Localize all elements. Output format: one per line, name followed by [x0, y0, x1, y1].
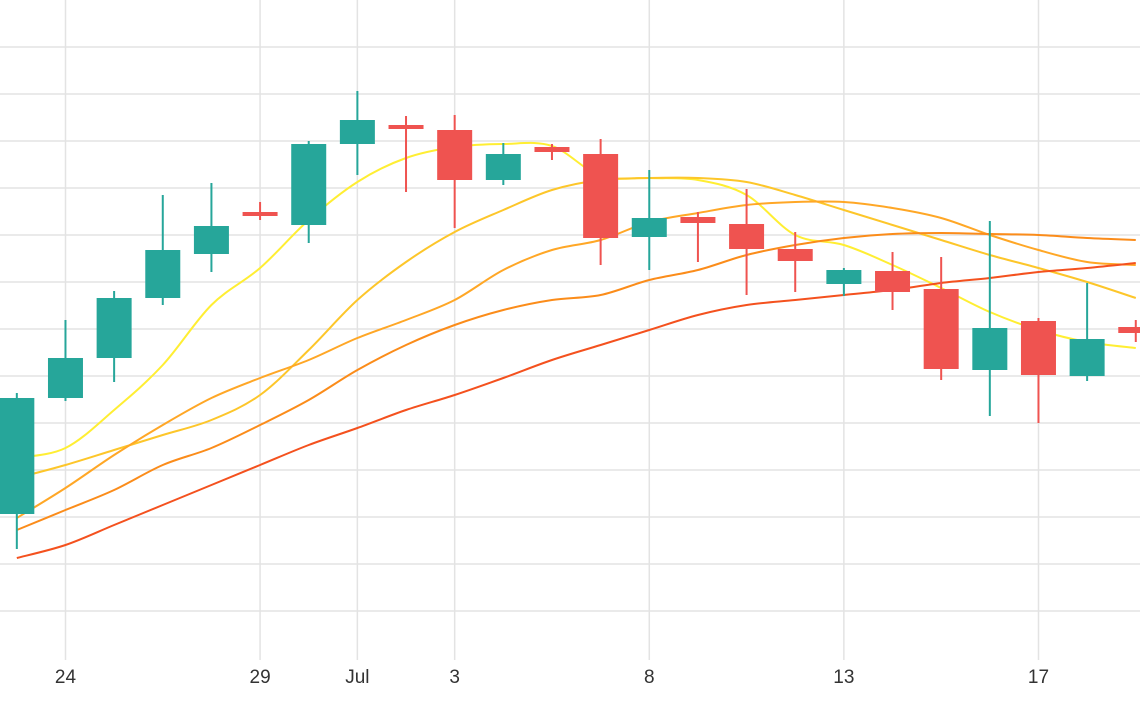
candle-body — [534, 147, 570, 152]
moving-average-line — [16, 231, 1136, 531]
candle-body — [875, 271, 911, 292]
candle-body — [388, 125, 424, 129]
moving-average-line — [16, 200, 1136, 519]
candle-body — [1118, 327, 1140, 333]
candle-body — [291, 144, 327, 225]
moving-average-line — [16, 262, 1136, 559]
candle-body — [972, 328, 1008, 370]
candle-body — [583, 154, 619, 238]
x-tick-label: 3 — [449, 667, 460, 688]
x-tick-label: 29 — [250, 667, 271, 688]
moving-average-line — [16, 176, 1137, 479]
candle-body — [242, 212, 278, 216]
candle-body — [1020, 321, 1056, 375]
candle-body — [680, 217, 716, 223]
candle-body — [96, 298, 132, 358]
candle-body — [826, 270, 862, 284]
candle-body — [47, 358, 83, 398]
x-tick-label: 8 — [644, 667, 655, 688]
candle-body — [777, 249, 813, 261]
candle-body — [0, 398, 35, 514]
candle-body — [1069, 339, 1105, 376]
x-tick-label: 17 — [1028, 667, 1049, 688]
candle-body — [485, 154, 521, 180]
candle-body — [729, 224, 765, 249]
candle-body — [437, 130, 473, 180]
x-tick-label: 24 — [55, 667, 77, 688]
candle-body — [193, 226, 229, 254]
candle-body — [339, 120, 375, 144]
candle-body — [923, 289, 959, 369]
moving-average-line — [16, 141, 1136, 459]
candle-body — [631, 218, 667, 237]
x-tick-label: 13 — [833, 667, 854, 688]
candle-body — [145, 250, 181, 298]
x-tick-label: Jul — [345, 667, 369, 688]
